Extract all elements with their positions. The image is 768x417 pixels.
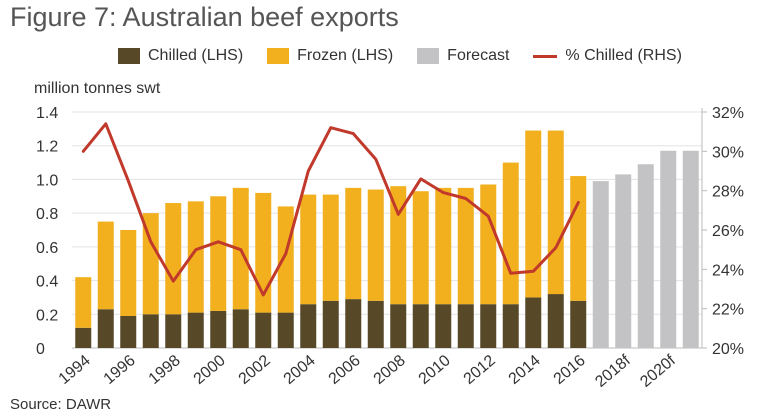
bar-chilled (255, 312, 272, 348)
bar-chilled (97, 309, 114, 348)
bar-frozen (480, 184, 497, 305)
bar-chilled (300, 304, 317, 348)
bar-frozen (322, 194, 339, 301)
y-tick-label: 1.2 (36, 139, 58, 156)
bar-frozen (120, 230, 137, 316)
bar-frozen (75, 277, 92, 328)
bar-frozen (97, 221, 114, 310)
bar-forecast (637, 164, 654, 348)
bar-forecast (615, 174, 632, 348)
bar-chilled (120, 315, 137, 348)
x-tick-label: 2008 (371, 352, 409, 388)
bar-frozen (187, 201, 204, 313)
bar-frozen (435, 187, 452, 305)
x-tick-label: 2004 (281, 352, 319, 388)
bar-chilled (435, 304, 452, 348)
legend-swatch-forecast (417, 48, 440, 64)
bar-forecast (682, 150, 699, 348)
legend-item-forecast: Forecast (417, 47, 509, 65)
bar-chilled (525, 297, 542, 348)
bar-chilled (480, 304, 497, 348)
bar-frozen (525, 130, 542, 298)
x-tick-label: 2002 (236, 352, 274, 388)
legend-label-chilled: Chilled (LHS) (148, 47, 244, 64)
y2-tick-label: 24% (712, 262, 744, 279)
legend-swatch-pct-chilled (533, 54, 558, 58)
legend-label-frozen: Frozen (LHS) (297, 47, 394, 64)
bar-chilled (187, 312, 204, 348)
legend-swatch-chilled (118, 48, 140, 64)
bar-chilled (367, 300, 384, 348)
bar-frozen (210, 196, 227, 311)
bar-chilled (457, 304, 474, 348)
y-tick-label: 0.4 (36, 274, 58, 291)
y-tick-label: 0.2 (36, 307, 58, 324)
bar-frozen (277, 206, 294, 313)
x-tick-label: 1994 (56, 352, 94, 388)
chart-title: Figure 7: Australian beef exports (10, 2, 399, 32)
bar-frozen (255, 192, 272, 313)
y2-tick-label: 30% (712, 144, 744, 161)
y-tick-label: 1.0 (36, 172, 58, 189)
y-tick-label: 0 (36, 341, 45, 358)
line-pct-chilled (81, 122, 580, 297)
x-tick-label: 1996 (101, 352, 139, 388)
bar-frozen (502, 162, 519, 305)
y-tick-label: 0.6 (36, 240, 58, 257)
bar-frozen (457, 187, 474, 305)
x-tick-label: 2014 (506, 352, 544, 388)
bar-chilled (345, 299, 362, 348)
bar-forecast (592, 181, 609, 348)
legend-item-pct-chilled: % Chilled (RHS) (533, 47, 682, 65)
bar-frozen (300, 194, 317, 305)
y-axis-label: million tonnes swt (34, 80, 161, 97)
y2-tick-label: 32% (712, 105, 744, 122)
bar-chilled (165, 314, 182, 348)
bar-chilled (210, 310, 227, 348)
y2-tick-label: 28% (712, 184, 744, 201)
bar-frozen (390, 186, 407, 305)
x-tick-label: 2010 (416, 352, 454, 388)
legend-item-frozen: Frozen (LHS) (267, 47, 393, 65)
x-tick-label: 2020f (637, 352, 679, 391)
x-tick-label: 2006 (326, 352, 364, 388)
y2-tick-label: 20% (712, 341, 744, 358)
bar-chilled (142, 314, 159, 348)
bar-chilled (547, 294, 564, 348)
bar-chilled (232, 309, 249, 348)
bar-frozen (165, 203, 182, 315)
bar-frozen (547, 130, 564, 295)
bar-frozen (367, 189, 384, 301)
chart-legend: Chilled (LHS) Frozen (LHS) Forecast % Ch… (118, 47, 706, 65)
bar-frozen (142, 213, 159, 315)
bar-chilled (277, 312, 294, 348)
legend-item-chilled: Chilled (LHS) (118, 47, 243, 65)
y2-tick-label: 22% (712, 302, 744, 319)
bar-chilled (570, 300, 587, 348)
bar-forecast (660, 150, 677, 348)
legend-label-pct-chilled: % Chilled (RHS) (565, 47, 682, 64)
x-tick-label: 2016 (551, 352, 589, 388)
bar-frozen (570, 176, 587, 301)
bar-chilled (75, 327, 92, 348)
source-note: Source: DAWR (10, 396, 112, 413)
bar-chilled (390, 304, 407, 348)
x-tick-label: 2000 (191, 352, 229, 388)
y-tick-label: 1.4 (36, 105, 58, 122)
bar-chilled (322, 300, 339, 348)
legend-label-forecast: Forecast (447, 47, 510, 64)
x-tick-label: 2012 (461, 352, 499, 388)
x-tick-label: 1998 (146, 352, 184, 388)
bar-frozen (345, 187, 362, 300)
y-tick-label: 0.8 (36, 206, 58, 223)
bar-chilled (502, 304, 519, 348)
x-tick-label: 2018f (592, 352, 634, 391)
bar-chilled (412, 304, 429, 348)
bar-frozen (412, 191, 429, 305)
y2-tick-label: 26% (712, 223, 744, 240)
legend-swatch-frozen (267, 48, 290, 64)
